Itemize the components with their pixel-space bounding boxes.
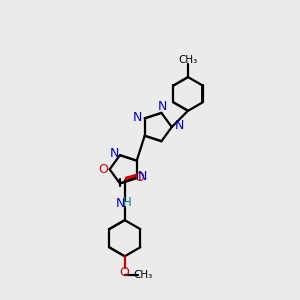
- Text: N: N: [174, 119, 184, 132]
- Text: O: O: [135, 171, 145, 184]
- Text: O: O: [98, 163, 108, 176]
- Text: CH₃: CH₃: [134, 270, 153, 280]
- Text: N: N: [138, 170, 148, 183]
- Text: N: N: [133, 110, 142, 124]
- Text: H: H: [123, 196, 131, 209]
- Text: N: N: [158, 100, 167, 112]
- Text: O: O: [120, 266, 130, 279]
- Text: N: N: [109, 147, 119, 161]
- Text: CH₃: CH₃: [178, 55, 198, 65]
- Text: N: N: [116, 197, 125, 210]
